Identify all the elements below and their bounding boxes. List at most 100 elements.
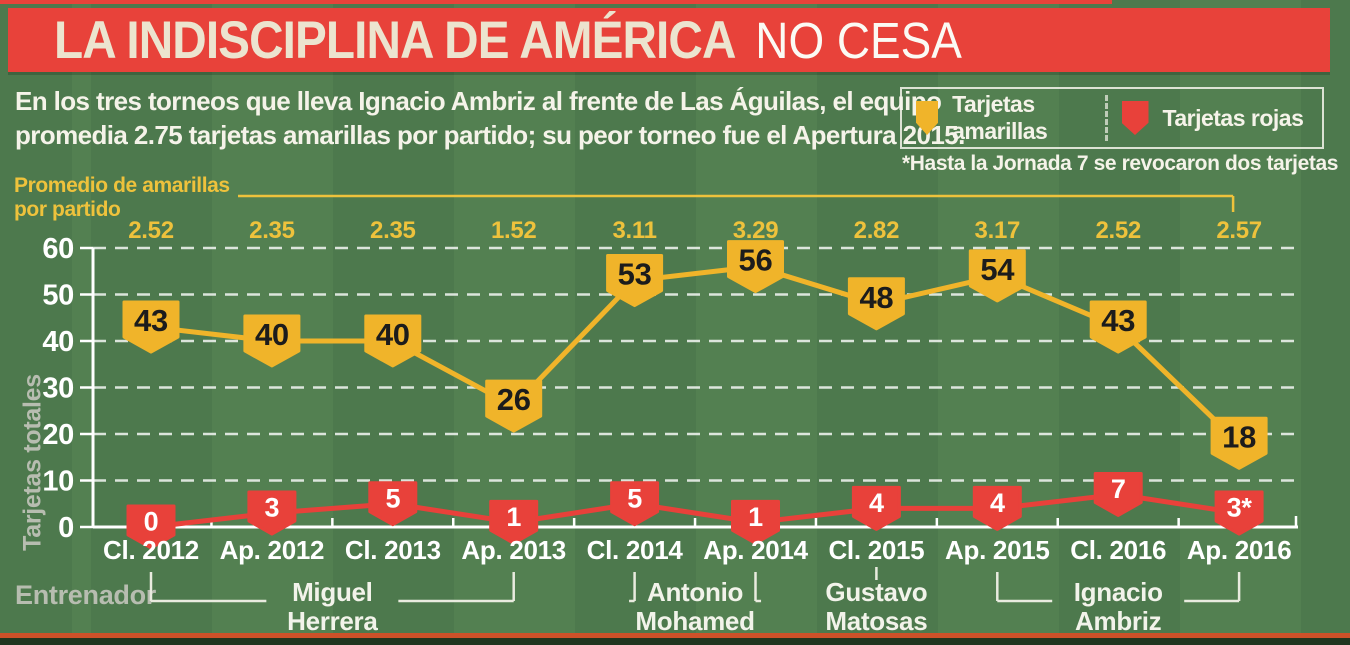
- card-marker: [851, 485, 901, 531]
- legend: Tarjetas amarillas Tarjetas rojas: [900, 87, 1324, 149]
- y-tick-label: 10: [42, 466, 74, 498]
- average-value: 2.52: [1095, 217, 1141, 244]
- card-marker: [489, 499, 539, 545]
- data-value-label: 1: [748, 502, 763, 532]
- average-value: 3.29: [733, 217, 779, 244]
- average-value: 1.52: [491, 217, 537, 244]
- coach-name-line1: Gustavo: [825, 577, 927, 607]
- legend-label-yellow: Tarjetas amarillas: [952, 91, 1048, 144]
- x-tick-label: Cl. 2012: [103, 535, 199, 565]
- data-value-label: 53: [618, 257, 652, 292]
- card-marker: [847, 277, 905, 331]
- average-value: 2.35: [370, 217, 416, 244]
- card-marker: [1089, 300, 1147, 354]
- card-marker: [485, 379, 543, 433]
- x-tick-label: Ap. 2012: [220, 535, 325, 565]
- data-value-label: 54: [980, 252, 1015, 287]
- averages-row: 2.52 2.35 2.35 1.52 3.11 3.29 2.82 3.17 2.52 2.57: [128, 194, 1262, 244]
- data-value-label: 40: [255, 317, 289, 352]
- data-value-label: 26: [497, 382, 531, 417]
- data-value-label: 7: [1111, 474, 1126, 504]
- avg-axis-label-line-2: por partido: [14, 198, 121, 221]
- card-marker: [1093, 471, 1143, 517]
- avg-axis-label: Promedio de amarillas por partido: [14, 174, 230, 222]
- bottom-dark-strip: [0, 638, 1350, 645]
- coach-name-line2: Mohamed: [635, 606, 754, 636]
- card-marker: [247, 490, 297, 536]
- x-tick-label: Ap. 2014: [703, 535, 808, 565]
- coach-name-line1: Antonio: [647, 577, 743, 607]
- coach-name-line2: Herrera: [287, 606, 378, 636]
- data-value-label: 1: [506, 502, 521, 532]
- x-tick-label: Cl. 2014: [587, 535, 684, 565]
- average-value: 2.82: [854, 217, 900, 244]
- title-light: NO CESA: [755, 11, 962, 69]
- average-value: 3.11: [613, 217, 657, 244]
- data-value-label: 0: [144, 507, 159, 537]
- average-value: 2.35: [249, 217, 295, 244]
- data-value-label: 5: [385, 483, 400, 513]
- series-line-yellow: [150, 264, 1241, 446]
- data-value-label: 43: [1101, 303, 1135, 338]
- data-value-label: 18: [1222, 419, 1256, 454]
- subtitle-line-2: promedia 2.75 tarjetas amarillas por par…: [15, 120, 965, 150]
- card-marker: [727, 240, 784, 294]
- card-marker: [610, 481, 660, 527]
- y-tick-label: 0: [58, 512, 74, 544]
- data-value-label: 5: [627, 483, 642, 513]
- card-marker: [1210, 416, 1268, 470]
- legend-divider: [1104, 95, 1108, 141]
- coach-row-label: Entrenador: [15, 580, 157, 610]
- average-value: 3.17: [975, 217, 1021, 244]
- yellow-card-icon: [916, 101, 939, 135]
- card-marker: [364, 314, 422, 368]
- card-marker: [122, 300, 180, 354]
- top-red-strip: [0, 0, 1112, 4]
- card-marker: [243, 314, 301, 368]
- x-tick-label: Ap. 2016: [1187, 535, 1292, 565]
- footnote: *Hasta la Jornada 7 se revocaron dos tar…: [902, 152, 1339, 175]
- series-line-red: [150, 491, 1240, 530]
- average-value: 2.52: [128, 217, 174, 244]
- x-axis-labels: Cl. 2012 Ap. 2012 Cl. 2013 Ap. 2013 Cl. 2014…: [103, 535, 1292, 565]
- card-marker: [972, 485, 1022, 531]
- legend-label-red: Tarjetas rojas: [1162, 104, 1304, 131]
- data-value-label: 48: [859, 280, 893, 315]
- data-value-label: 3: [265, 493, 280, 523]
- y-tick-label: 20: [42, 419, 74, 451]
- x-tick-label: Cl. 2013: [345, 535, 441, 565]
- data-value-label: 4: [990, 488, 1005, 518]
- card-marker: [368, 481, 418, 527]
- yellow-card-markers: 43 40 40 26 53 56 48 54 43 18: [122, 240, 1268, 470]
- y-tick-label: 30: [42, 373, 74, 405]
- data-value-label: 56: [739, 243, 773, 278]
- coach-name-line2: Ambriz: [1075, 606, 1162, 636]
- data-value-label: 3*: [1227, 493, 1253, 523]
- header-band: LA INDISCIPLINA DE AMÉRICA NO CESA: [8, 8, 1330, 72]
- coach-name-line1: Ignacio: [1074, 577, 1163, 607]
- x-tick-label: Cl. 2016: [1070, 535, 1166, 565]
- bottom-rule: [0, 633, 1350, 638]
- subtitle-line-1: En los tres torneos que lleva Ignacio Am…: [15, 86, 942, 116]
- subtitle: En los tres torneos que lleva Ignacio Am…: [15, 84, 965, 152]
- x-tick-label: Ap. 2013: [461, 535, 566, 565]
- avg-axis-label-line-1: Promedio de amarillas: [14, 174, 230, 197]
- x-tick-label: Ap. 2015: [945, 535, 1050, 565]
- y-tick-label: 50: [42, 280, 74, 312]
- legend-item-yellow: Tarjetas amarillas: [916, 91, 1103, 145]
- red-card-markers: 0 3 5 1 5 1 4 4 7 3*: [126, 471, 1264, 550]
- page-title: LA INDISCIPLINA DE AMÉRICA NO CESA: [54, 14, 962, 67]
- title-strong: LA INDISCIPLINA DE AMÉRICA: [54, 10, 736, 70]
- card-marker: [606, 254, 664, 308]
- coach-name-line1: Miguel: [292, 577, 373, 607]
- average-value: 2.57: [1216, 217, 1262, 244]
- coach-name-line2: Matosas: [825, 606, 927, 636]
- y-tick-label: 40: [42, 326, 74, 358]
- y-tick-label: 60: [42, 233, 74, 265]
- card-marker: [126, 504, 176, 550]
- card-marker: [968, 249, 1026, 303]
- card-marker: [731, 499, 780, 545]
